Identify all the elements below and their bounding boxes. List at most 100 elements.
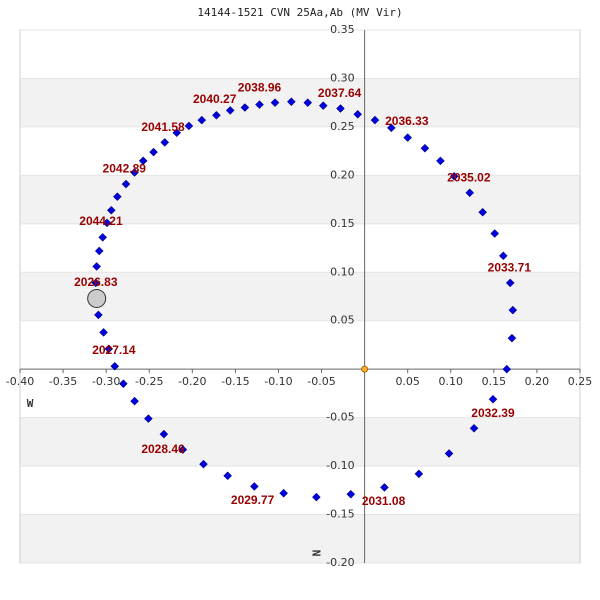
data-point xyxy=(249,482,259,491)
data-point xyxy=(488,394,498,404)
data-point xyxy=(144,414,153,423)
grid-band xyxy=(20,78,580,127)
data-point xyxy=(178,445,188,454)
point-label: 2028.46 xyxy=(141,442,185,456)
x-tick-label: -0.15 xyxy=(221,375,249,388)
data-point xyxy=(478,207,487,217)
x-tick-label: -0.05 xyxy=(307,375,335,388)
data-point xyxy=(92,262,102,271)
y-tick-label: -0.15 xyxy=(326,508,354,521)
data-point xyxy=(502,364,512,374)
data-point xyxy=(223,471,232,481)
data-point xyxy=(184,121,194,131)
data-point xyxy=(130,168,139,177)
x-tick-label: -0.30 xyxy=(92,375,120,388)
data-point xyxy=(279,488,288,498)
data-point xyxy=(110,361,120,371)
y-tick-label: 0.25 xyxy=(330,120,355,133)
grid-band xyxy=(20,417,580,467)
data-point xyxy=(159,429,169,439)
data-point xyxy=(212,110,221,120)
point-label: 2037.64 xyxy=(318,86,362,100)
point-label: 2041.58 xyxy=(141,120,185,134)
y-tick-label: 0.15 xyxy=(330,217,355,230)
data-point xyxy=(106,205,116,215)
data-point xyxy=(199,459,208,469)
data-point xyxy=(380,483,389,492)
data-point xyxy=(119,379,128,389)
data-point xyxy=(121,179,131,189)
x-tick-label: -0.20 xyxy=(178,375,206,388)
data-point xyxy=(361,365,369,373)
data-point xyxy=(240,103,250,112)
data-point xyxy=(303,98,313,108)
data-point xyxy=(318,101,328,110)
data-point xyxy=(113,192,122,202)
x-tick-label: 0.15 xyxy=(482,375,507,388)
grid-band xyxy=(20,272,580,321)
data-point xyxy=(403,133,413,142)
data-point xyxy=(104,344,114,354)
x-tick-label: 0.05 xyxy=(395,375,420,388)
point-label: 2032.39 xyxy=(471,406,515,420)
point-label: 2035.02 xyxy=(447,170,491,184)
data-point xyxy=(507,333,517,343)
data-point xyxy=(172,128,182,138)
data-point xyxy=(449,171,459,181)
data-point xyxy=(225,106,235,115)
data-point xyxy=(255,100,264,109)
x-tick-label: 0.20 xyxy=(525,375,550,388)
y-tick-label: 0.05 xyxy=(330,314,355,327)
point-label: 2027.14 xyxy=(92,343,136,357)
data-point xyxy=(436,156,445,166)
x-tick-label: -0.35 xyxy=(49,375,77,388)
data-point xyxy=(336,104,345,113)
y-axis-label: N xyxy=(311,550,324,557)
x-tick-label: -0.25 xyxy=(135,375,163,388)
data-point xyxy=(130,396,139,406)
x-tick-label: -0.40 xyxy=(6,375,34,388)
data-point xyxy=(91,278,101,288)
data-point xyxy=(270,98,280,108)
point-label: 2038.96 xyxy=(238,80,282,94)
data-point xyxy=(287,97,296,107)
x-tick-label: -0.10 xyxy=(264,375,292,388)
y-tick-label: 0.20 xyxy=(330,168,355,181)
data-point xyxy=(370,115,380,125)
x-axis-label: W xyxy=(27,397,34,410)
data-point xyxy=(138,156,148,166)
data-point xyxy=(469,423,479,433)
data-point xyxy=(99,328,108,337)
data-point xyxy=(197,115,207,125)
data-point xyxy=(94,310,103,320)
data-point xyxy=(353,109,363,119)
point-label: 2040.27 xyxy=(193,92,237,106)
data-point xyxy=(465,188,475,198)
data-point xyxy=(490,229,500,238)
data-point xyxy=(94,246,104,256)
data-point xyxy=(420,143,430,153)
point-label: 2026.83 xyxy=(74,275,118,289)
point-label: 2042.89 xyxy=(103,162,147,176)
point-label: 2033.71 xyxy=(488,261,532,275)
data-point xyxy=(508,305,518,315)
data-point xyxy=(414,469,424,479)
data-point xyxy=(505,278,515,288)
y-tick-label: -0.20 xyxy=(326,556,354,569)
grid-band xyxy=(20,175,580,224)
data-point xyxy=(444,449,454,458)
data-point xyxy=(498,251,508,261)
y-tick-label: 0.30 xyxy=(330,71,355,84)
data-point xyxy=(102,218,112,228)
chart-title: 14144-1521 CVN 25Aa,Ab (MV Vir) xyxy=(197,6,402,19)
data-point xyxy=(98,233,108,242)
y-tick-label: 0.10 xyxy=(330,265,355,278)
y-tick-label: 0.35 xyxy=(330,23,355,36)
data-point xyxy=(386,123,396,133)
point-label: 2031.08 xyxy=(362,494,406,508)
point-label: 2044.21 xyxy=(79,214,123,228)
y-tick-label: -0.05 xyxy=(326,411,354,424)
data-point xyxy=(87,288,107,308)
data-point xyxy=(149,147,158,157)
